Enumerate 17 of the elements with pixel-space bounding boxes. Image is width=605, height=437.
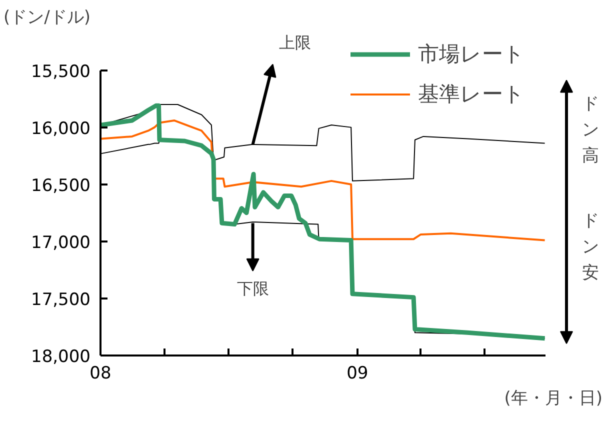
y-tick-label: 16,000 (31, 118, 90, 139)
x-tick-label: 08 (90, 364, 112, 384)
y-tick-label: 15,500 (31, 62, 90, 82)
annotation: 上限 (278, 32, 311, 52)
y-tick-label: 18,000 (31, 347, 90, 367)
legend-label: 基準レート (418, 81, 525, 108)
text: (年・月・日) (504, 388, 602, 408)
line-series (100, 119, 546, 242)
y-tick-label: 17,500 (31, 290, 90, 310)
y-axis-title: (ドン/ドル) (4, 8, 90, 28)
annotation: 下限 (236, 279, 269, 298)
y-tick-label: 17,000 (31, 232, 90, 253)
x-tick-label: 09 (346, 364, 368, 384)
text: ドン高 (582, 94, 599, 166)
legend-label: 市場レート (418, 41, 525, 68)
text: ドン安 (582, 211, 599, 284)
y-tick-label: 16,500 (31, 176, 90, 196)
